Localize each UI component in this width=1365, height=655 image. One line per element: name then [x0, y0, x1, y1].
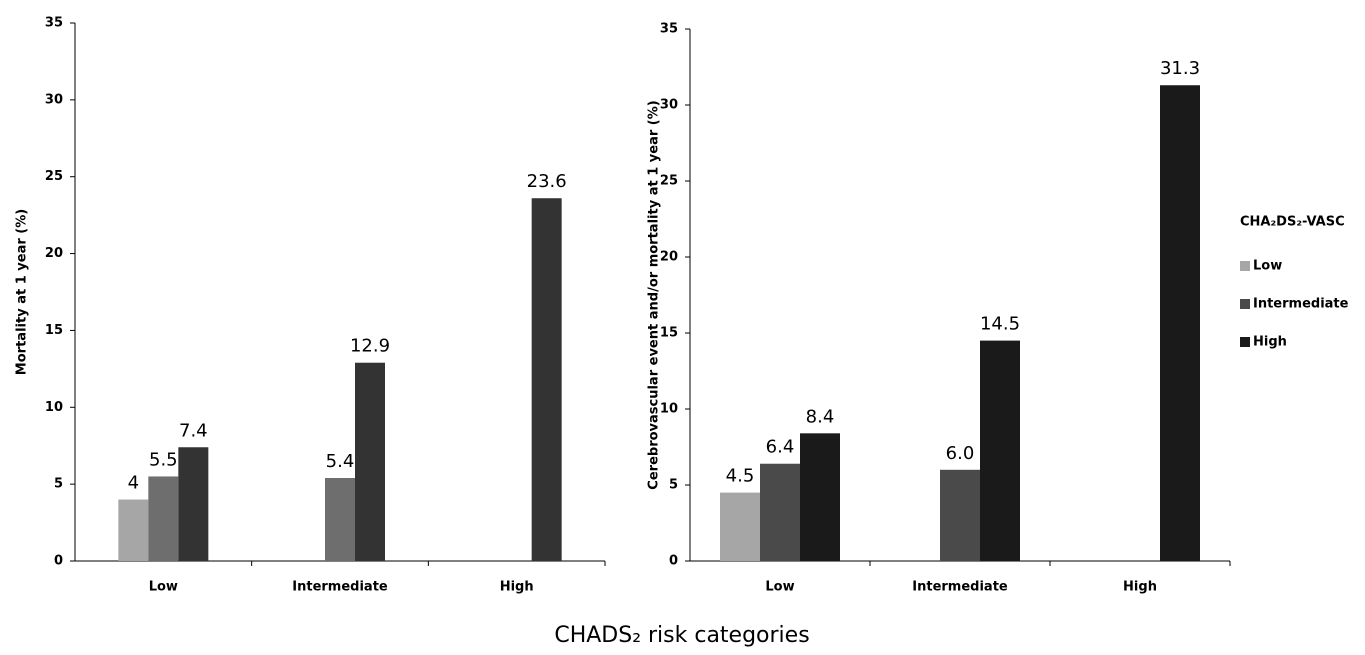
bar — [940, 469, 980, 561]
bar — [148, 476, 179, 561]
x-tick-label: Intermediate — [912, 580, 1008, 595]
x-tick-label: Low — [765, 580, 794, 595]
value-label: 4 — [128, 473, 139, 494]
value-label: 6.0 — [946, 443, 975, 464]
y-tick-label: 30 — [660, 98, 678, 113]
y-tick-label: 25 — [45, 169, 63, 184]
bar — [531, 198, 562, 561]
value-label: 6.4 — [766, 437, 795, 458]
y-tick-label: 20 — [660, 250, 678, 265]
y-axis-title: Mortality at 1 year (%) — [15, 209, 30, 375]
y-axis-title: Cerebrovascular event and/or mortality a… — [647, 100, 662, 489]
y-tick-label: 10 — [660, 402, 678, 417]
y-tick-label: 35 — [660, 22, 678, 37]
y-tick-label: 15 — [45, 323, 63, 338]
y-tick-label: 20 — [45, 246, 63, 261]
value-label: 12.9 — [350, 336, 390, 357]
y-tick-label: 15 — [660, 326, 678, 341]
x-axis-title: CHADS₂ risk categories — [554, 623, 809, 648]
value-label: 7.4 — [179, 420, 208, 441]
y-tick-label: 25 — [660, 174, 678, 189]
bar — [760, 463, 800, 561]
x-tick-label: Intermediate — [292, 580, 388, 595]
legend-swatch — [1240, 337, 1250, 347]
y-tick-label: 5 — [54, 477, 63, 492]
bar — [178, 447, 209, 561]
y-tick-label: 5 — [669, 478, 678, 493]
legend-swatch — [1240, 261, 1250, 271]
legend-label: Low — [1253, 259, 1282, 274]
bar — [1160, 85, 1200, 562]
y-tick-label: 10 — [45, 400, 63, 415]
value-label: 31.3 — [1160, 58, 1200, 79]
bar — [800, 433, 840, 561]
y-tick-label: 0 — [54, 554, 63, 569]
y-tick-label: 0 — [669, 554, 678, 569]
bar — [355, 362, 385, 561]
x-tick-label: High — [1123, 580, 1157, 595]
bar — [980, 340, 1020, 561]
x-tick-label: High — [500, 580, 534, 595]
y-tick-label: 30 — [45, 92, 63, 107]
bar — [325, 477, 355, 561]
legend-swatch — [1240, 299, 1250, 309]
value-label: 14.5 — [980, 314, 1020, 335]
legend-label: High — [1253, 335, 1287, 350]
value-label: 8.4 — [806, 406, 835, 427]
value-label: 23.6 — [527, 171, 567, 192]
y-tick-label: 35 — [45, 16, 63, 31]
bar — [720, 492, 760, 561]
value-label: 5.4 — [326, 451, 355, 472]
legend-title: CHA₂DS₂-VASC — [1240, 215, 1345, 230]
value-label: 4.5 — [726, 466, 755, 487]
value-label: 5.5 — [149, 449, 178, 470]
legend-label: Intermediate — [1253, 297, 1349, 312]
x-tick-label: Low — [149, 580, 178, 595]
bar — [118, 499, 149, 561]
